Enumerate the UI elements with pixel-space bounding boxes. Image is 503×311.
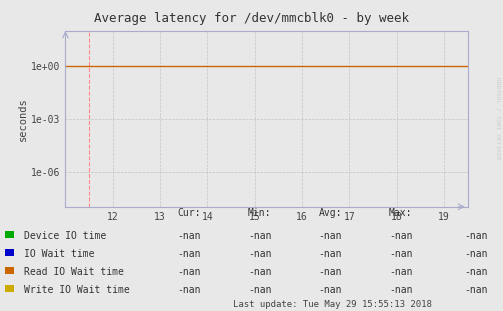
Text: -nan: -nan	[389, 231, 412, 241]
Text: Avg:: Avg:	[318, 208, 342, 218]
Text: -nan: -nan	[318, 249, 342, 259]
Text: Read IO Wait time: Read IO Wait time	[24, 267, 124, 277]
Text: -nan: -nan	[389, 249, 412, 259]
Text: IO Wait time: IO Wait time	[24, 249, 95, 259]
Text: -nan: -nan	[389, 285, 412, 295]
Text: -nan: -nan	[178, 249, 201, 259]
Text: Max:: Max:	[389, 208, 412, 218]
Text: -nan: -nan	[464, 267, 488, 277]
Y-axis label: seconds: seconds	[19, 97, 28, 141]
Text: -nan: -nan	[318, 231, 342, 241]
Text: -nan: -nan	[178, 285, 201, 295]
Text: -nan: -nan	[178, 231, 201, 241]
Text: -nan: -nan	[248, 285, 272, 295]
Text: -nan: -nan	[318, 285, 342, 295]
Text: -nan: -nan	[318, 267, 342, 277]
Text: -nan: -nan	[248, 231, 272, 241]
Text: Write IO Wait time: Write IO Wait time	[24, 285, 130, 295]
Text: -nan: -nan	[464, 231, 488, 241]
Text: -nan: -nan	[389, 267, 412, 277]
Text: -nan: -nan	[248, 267, 272, 277]
Text: Min:: Min:	[248, 208, 272, 218]
Text: RRDTOOL / TOBI OETIKER: RRDTOOL / TOBI OETIKER	[495, 77, 500, 160]
Text: -nan: -nan	[248, 249, 272, 259]
Text: Average latency for /dev/mmcblk0 - by week: Average latency for /dev/mmcblk0 - by we…	[94, 12, 409, 26]
Text: -nan: -nan	[464, 249, 488, 259]
Text: Cur:: Cur:	[178, 208, 201, 218]
Text: Last update: Tue May 29 15:55:13 2018: Last update: Tue May 29 15:55:13 2018	[232, 300, 432, 309]
Text: -nan: -nan	[178, 267, 201, 277]
Text: Device IO time: Device IO time	[24, 231, 107, 241]
Text: -nan: -nan	[464, 285, 488, 295]
